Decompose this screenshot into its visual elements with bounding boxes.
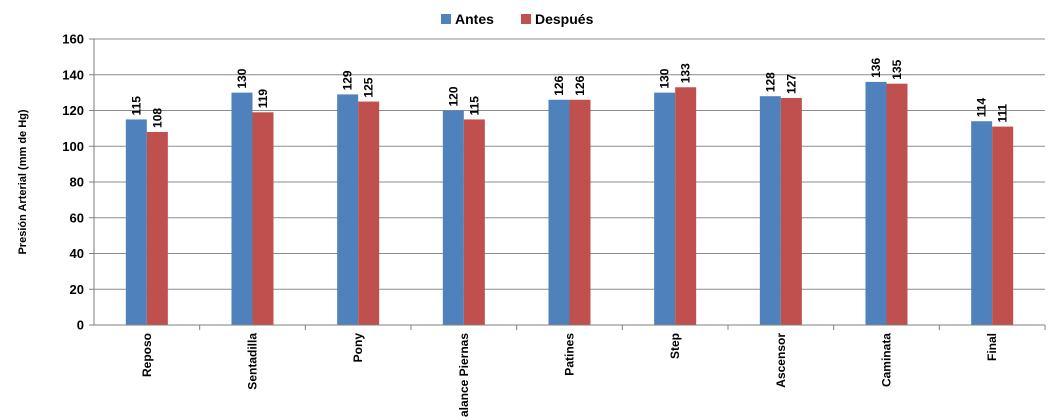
category-label: Balance Piernas — [457, 333, 471, 417]
data-label: 130 — [235, 68, 249, 88]
data-label: 115 — [467, 96, 481, 116]
axes — [93, 39, 1045, 326]
data-label: 126 — [573, 75, 587, 95]
bar-despues — [675, 87, 697, 325]
category-label: Step — [668, 333, 682, 359]
labels: 0 20 40 60 80 100 120 140 160 115 108 Reposo 130 119 S… — [62, 32, 1009, 417]
bar-despues — [886, 83, 908, 325]
data-label: 111 — [996, 104, 1010, 123]
bar-antes — [865, 81, 887, 326]
y-tick-label: 60 — [70, 210, 84, 225]
y-tick-label: 0 — [77, 318, 84, 333]
bar-antes — [759, 96, 781, 325]
category-label: Reposo — [140, 333, 154, 377]
legend-label: Antes — [455, 11, 494, 27]
data-label: 125 — [362, 77, 376, 97]
data-label: 128 — [763, 72, 777, 92]
y-tick-label: 140 — [62, 67, 84, 82]
data-label: 108 — [150, 108, 164, 128]
category-label: Pony — [351, 333, 365, 363]
y-tick-label: 40 — [70, 246, 84, 261]
y-axis-title: Presión Arterial (mm de Hg) — [17, 109, 29, 254]
bars — [125, 81, 1014, 326]
data-label: 130 — [658, 68, 672, 88]
y-tick-label: 160 — [62, 32, 84, 47]
bar-despues — [463, 119, 485, 325]
legend-swatch-despues — [521, 14, 531, 24]
bar-antes — [971, 121, 993, 325]
data-label: 120 — [446, 86, 460, 106]
bar-antes — [442, 110, 464, 325]
bar-despues — [358, 101, 380, 325]
data-label: 115 — [129, 96, 143, 116]
data-label: 133 — [679, 63, 693, 83]
bar-antes — [337, 94, 359, 325]
legend: Antes Después — [441, 11, 594, 27]
bar-despues — [780, 97, 802, 325]
data-label: 114 — [975, 98, 989, 118]
category-label: Patines — [563, 333, 577, 376]
bar-antes — [125, 119, 147, 325]
legend-label: Después — [535, 11, 594, 27]
bar-antes — [654, 92, 676, 325]
category-label: Final — [985, 333, 999, 361]
category-label: Sentadilla — [246, 333, 260, 390]
legend-swatch-antes — [441, 14, 451, 24]
y-tick-label: 100 — [62, 139, 84, 154]
bar-despues — [992, 126, 1014, 326]
category-label: Ascensor — [774, 333, 788, 388]
y-tick-label: 20 — [70, 282, 84, 297]
bar-despues — [252, 112, 274, 325]
bar-antes — [548, 99, 570, 326]
category-label: Caminata — [880, 333, 894, 387]
data-label: 119 — [256, 89, 270, 109]
y-tick-label: 120 — [62, 103, 84, 118]
data-label: 136 — [869, 58, 883, 78]
data-label: 127 — [784, 74, 798, 94]
data-label: 126 — [552, 75, 566, 95]
data-label: 135 — [890, 59, 904, 79]
bar-despues — [146, 131, 168, 325]
bar-despues — [569, 99, 591, 326]
y-tick-label: 80 — [70, 175, 84, 190]
data-label: 129 — [341, 70, 355, 90]
bar-antes — [231, 92, 253, 325]
